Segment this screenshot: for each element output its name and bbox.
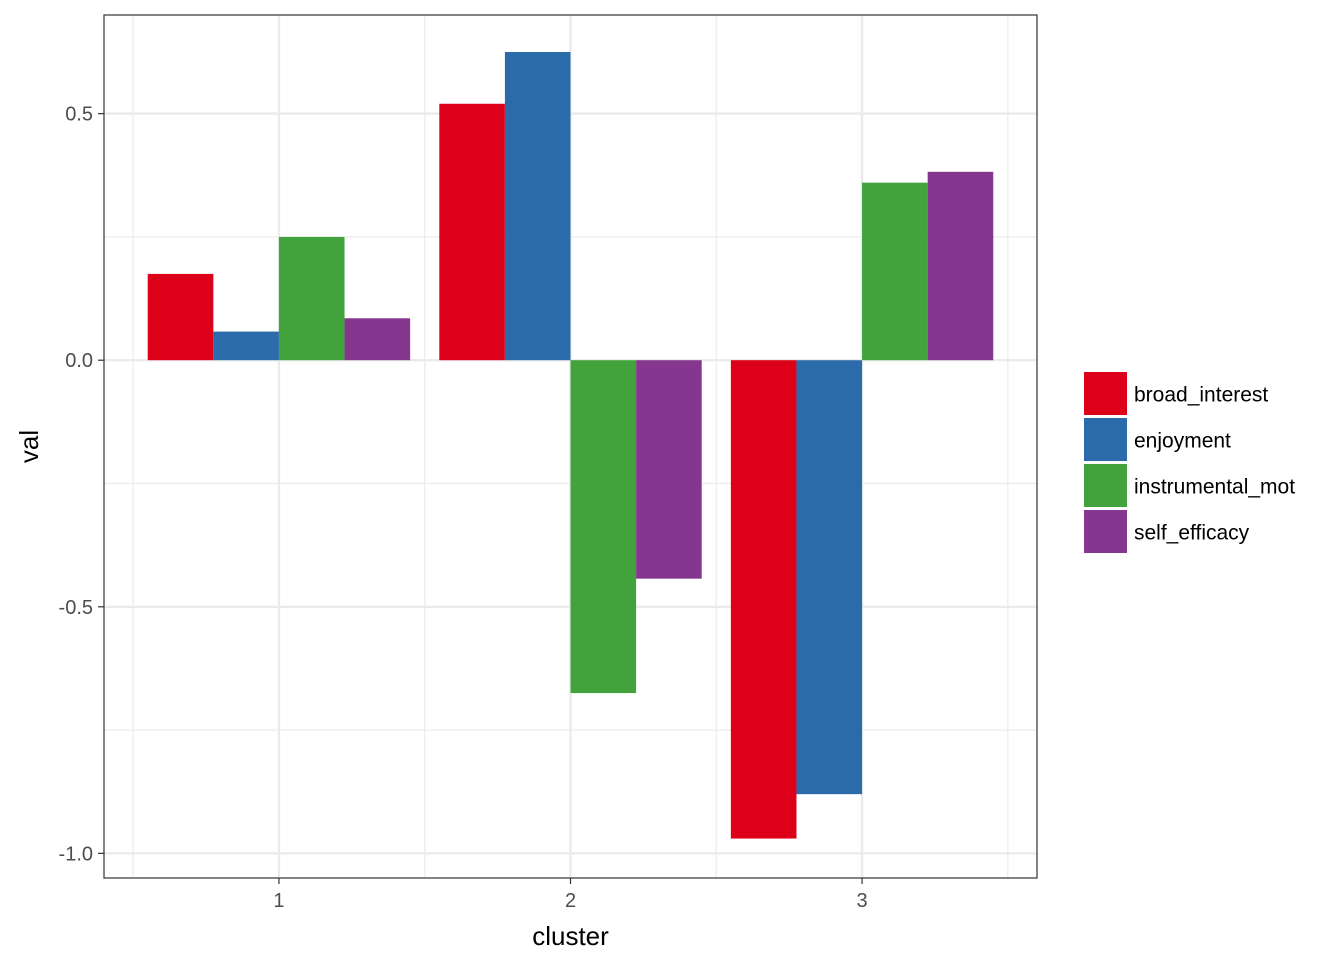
bar-self_efficacy-cluster-1 bbox=[344, 318, 411, 361]
x-tick-label: 1 bbox=[273, 890, 284, 912]
y-tick-label: -1.0 bbox=[59, 843, 93, 865]
legend-key-broad_interest bbox=[1084, 372, 1127, 415]
y-tick-label: 0.0 bbox=[65, 350, 93, 372]
bar-instrumental_mot-cluster-3 bbox=[862, 182, 928, 361]
y-axis-title: val bbox=[14, 430, 44, 463]
x-tick-label: 3 bbox=[857, 890, 868, 912]
bar-enjoyment-cluster-2 bbox=[504, 51, 571, 361]
bar-broad_interest-cluster-3 bbox=[730, 360, 797, 839]
y-tick-label: 0.5 bbox=[65, 104, 93, 126]
bar-self_efficacy-cluster-3 bbox=[927, 171, 994, 361]
bar-enjoyment-cluster-3 bbox=[796, 360, 863, 795]
bar-self_efficacy-cluster-2 bbox=[636, 360, 702, 579]
bar-instrumental_mot-cluster-2 bbox=[570, 360, 637, 694]
legend-key-self_efficacy bbox=[1084, 510, 1127, 553]
legend-label-enjoyment: enjoyment bbox=[1134, 430, 1231, 453]
legend-label-broad_interest: broad_interest bbox=[1134, 384, 1268, 407]
x-axis-title: cluster bbox=[532, 921, 609, 951]
axes: 0.5 0.0 -0.5 -1.0 1 2 3 bbox=[59, 104, 868, 912]
legend-key-instrumental_mot bbox=[1084, 464, 1127, 507]
legend: broad_interest enjoyment instrumental_mots… bbox=[1084, 372, 1295, 553]
bar-broad_interest-cluster-2 bbox=[439, 103, 505, 361]
bars bbox=[147, 51, 994, 839]
y-tick-label: -0.5 bbox=[59, 597, 93, 619]
x-tick-label: 2 bbox=[565, 890, 576, 912]
bar-enjoyment-cluster-1 bbox=[213, 331, 279, 361]
bar-broad_interest-cluster-1 bbox=[147, 273, 214, 361]
bar-instrumental_mot-cluster-1 bbox=[278, 236, 345, 361]
legend-label-self_efficacy: self_efficacy bbox=[1134, 522, 1250, 545]
legend-key-enjoyment bbox=[1084, 418, 1127, 461]
legend-label-instrumental_mot: instrumental_mot bbox=[1134, 476, 1295, 499]
